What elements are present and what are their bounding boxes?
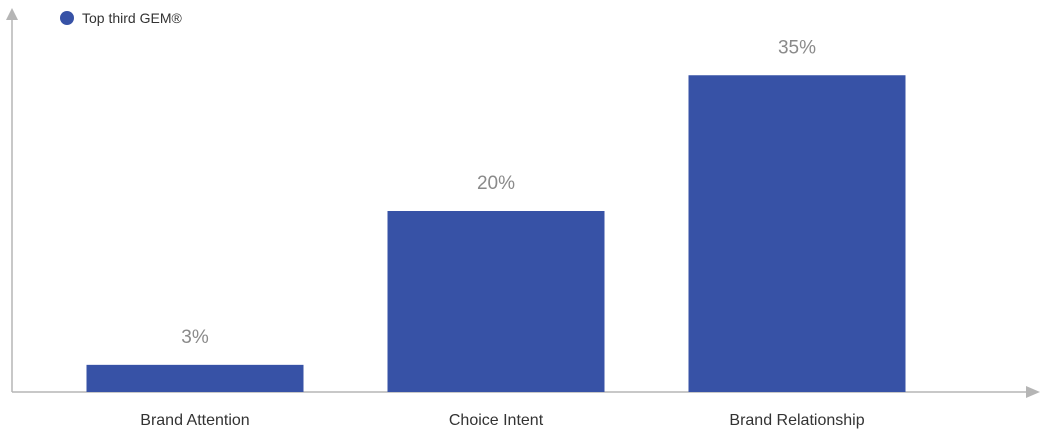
bars	[86, 75, 906, 392]
category-labels: Brand Attention Choice Intent Brand Relati…	[140, 412, 864, 429]
legend-swatch	[60, 11, 74, 25]
bar-value-label: 3%	[181, 327, 209, 348]
category-tick-label: Brand Attention	[140, 412, 249, 429]
bar	[387, 211, 605, 392]
bar	[86, 364, 304, 392]
legend: Top third GEM®	[60, 10, 182, 26]
x-axis-arrow	[1026, 386, 1040, 398]
category-tick-label: Choice Intent	[449, 412, 544, 429]
bar-value-label: 20%	[477, 173, 515, 194]
value-labels: 3% 20% 35%	[181, 37, 816, 348]
bar	[688, 75, 906, 392]
legend-label: Top third GEM®	[82, 10, 182, 26]
bar-value-label: 35%	[778, 37, 816, 58]
y-axis-arrow	[6, 8, 18, 20]
category-tick-label: Brand Relationship	[729, 412, 864, 429]
